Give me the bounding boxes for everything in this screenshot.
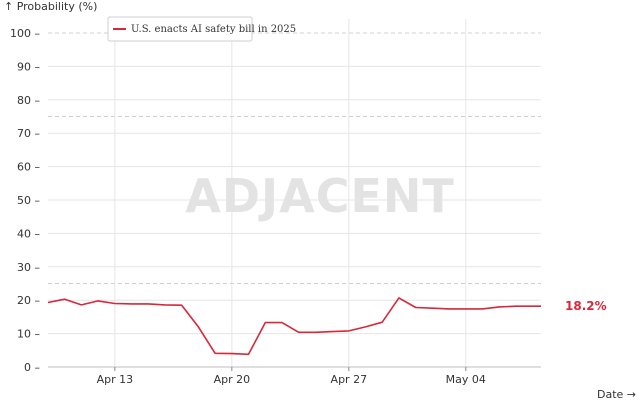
x-tick-label: Apr 27 bbox=[331, 373, 368, 386]
y-tick-label: 90 – bbox=[17, 60, 40, 73]
y-tick-label: 10 – bbox=[17, 328, 40, 341]
series-layer bbox=[47, 297, 541, 356]
y-tick-label: 20 – bbox=[17, 294, 40, 307]
legend-box bbox=[107, 16, 253, 42]
x-tick-label: May 04 bbox=[446, 373, 486, 386]
y-tick-label: 50 – bbox=[17, 194, 40, 207]
y-tick-label: 60 – bbox=[17, 161, 40, 174]
y-tick-label: 70 – bbox=[17, 127, 40, 140]
x-tick-label: Apr 13 bbox=[97, 373, 134, 386]
legend-label: U.S. enacts AI safety bill in 2025 bbox=[131, 24, 296, 35]
y-tick-label: 40 – bbox=[17, 227, 40, 240]
y-tick-label: 0 – bbox=[24, 361, 40, 374]
grid-layer bbox=[48, 19, 541, 368]
legend: U.S. enacts AI safety bill in 2025 bbox=[107, 16, 296, 42]
watermark-text: ADJACENT bbox=[185, 169, 455, 223]
x-axis-title: Date → bbox=[597, 388, 636, 400]
axis-layer: 0 – 10 – 20 – 30 – 40 – 50 – 60 – 70 – 80 – 90 – 1… bbox=[10, 27, 486, 386]
y-axis-title: ↑ Probability (%) bbox=[4, 0, 97, 13]
y-tick-label: 80 – bbox=[17, 94, 40, 107]
x-tick-label: Apr 20 bbox=[214, 373, 251, 386]
end-value-label: 18.2% bbox=[565, 299, 607, 313]
y-tick-label: 30 – bbox=[17, 261, 40, 274]
y-tick-label: 100 – bbox=[10, 27, 40, 40]
series-line bbox=[47, 297, 541, 356]
